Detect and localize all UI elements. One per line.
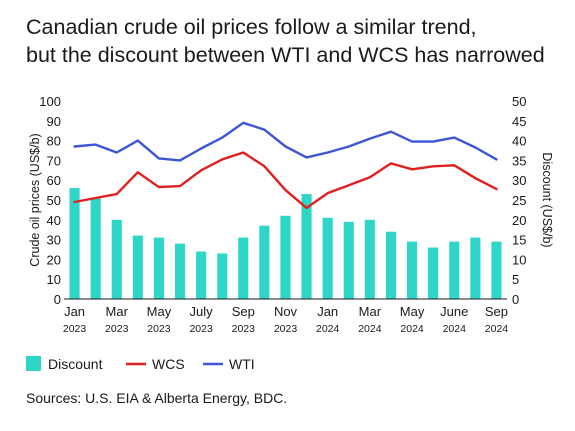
x-tick-label-year: 2023	[232, 323, 256, 335]
y-tick-label-right: 5	[512, 272, 519, 287]
legend-label-discount: Discount	[48, 356, 103, 372]
discount-bar	[343, 221, 354, 299]
x-tick-label-year: 2023	[147, 323, 171, 335]
x-tick-label-year: 2024	[358, 323, 382, 335]
y-tick-label-right: 10	[512, 252, 526, 267]
discount-bar	[259, 225, 270, 299]
y-tick-label-right: 45	[512, 114, 526, 129]
discount-bar	[280, 215, 291, 299]
x-tick-label-month: Mar	[106, 304, 129, 319]
y-tick-label-left: 80	[47, 134, 61, 149]
discount-bar	[69, 188, 80, 299]
discount-bar	[238, 237, 249, 299]
y-tick-label-right: 30	[512, 173, 526, 188]
y-tick-label-left: 0	[54, 292, 61, 307]
x-tick-label-year: 2024	[316, 323, 340, 335]
x-tick-label-month: May	[400, 304, 425, 319]
discount-bar	[196, 251, 207, 299]
wti-line	[73, 121, 498, 162]
y-tick-label-right: 40	[512, 134, 526, 149]
x-tick-label-month: Sep	[232, 304, 255, 319]
y-tick-label-left: 30	[47, 233, 61, 248]
x-tick-label-year: 2024	[400, 323, 424, 335]
x-tick-label-month: Jan	[317, 304, 338, 319]
x-tick-label-month: Jan	[64, 304, 85, 319]
y-tick-label-right: 25	[512, 193, 526, 208]
y-tick-label-left: 90	[47, 114, 61, 129]
source-note: Sources: U.S. EIA & Alberta Energy, BDC.	[26, 390, 288, 406]
y-axis-title-right: Discount (US$/b)	[540, 152, 554, 247]
discount-bar	[322, 217, 333, 299]
x-tick-label-month: Nov	[274, 304, 298, 319]
x-tick-label-month: June	[440, 304, 468, 319]
x-tick-label-year: 2023	[274, 323, 298, 335]
y-tick-label-right: 20	[512, 213, 526, 228]
legend-swatch-discount	[26, 356, 41, 371]
y-tick-label-right: 35	[512, 153, 526, 168]
discount-bar	[301, 194, 312, 299]
y-tick-label-left: 70	[47, 153, 61, 168]
legend-label-wcs: WCS	[152, 356, 185, 372]
wcs-line	[73, 151, 498, 210]
x-tick-label-year: 2023	[189, 323, 213, 335]
y-axis-title-left: Crude oil prices (US$/b)	[28, 133, 42, 266]
discount-bar	[428, 247, 439, 299]
y-tick-label-right: 50	[512, 94, 526, 109]
y-tick-label-left: 40	[47, 213, 61, 228]
x-tick-label-month: May	[147, 304, 172, 319]
x-tick-label-month: Sep	[485, 304, 508, 319]
chart-title: Canadian crude oil prices follow a simil…	[26, 13, 566, 69]
y-tick-label-left: 20	[47, 252, 61, 267]
x-tick-label-year: 2024	[443, 323, 467, 335]
discount-bar	[470, 237, 481, 299]
discount-bar	[217, 253, 228, 299]
legend-label-wti: WTI	[229, 356, 255, 372]
discount-bar	[407, 241, 418, 299]
chart-title-line-2: but the discount between WTI and WCS has…	[26, 43, 545, 67]
discount-bar	[153, 237, 164, 299]
x-tick-label-year: 2024	[485, 323, 509, 335]
chart-title-line-1: Canadian crude oil prices follow a simil…	[26, 15, 477, 39]
x-tick-label-month: Mar	[359, 304, 382, 319]
discount-bar	[449, 241, 460, 299]
discount-bar	[90, 198, 101, 299]
discount-bar	[364, 219, 375, 299]
y-tick-label-left: 50	[47, 193, 61, 208]
y-tick-label-left: 60	[47, 173, 61, 188]
y-tick-label-right: 15	[512, 233, 526, 248]
x-tick-label-year: 2023	[63, 323, 87, 335]
y-tick-label-left: 100	[39, 94, 61, 109]
x-tick-label-year: 2023	[105, 323, 129, 335]
y-tick-label-right: 0	[512, 292, 519, 307]
discount-bar	[491, 241, 502, 299]
discount-bar	[111, 219, 122, 299]
x-tick-label-month: July	[190, 304, 214, 319]
discount-bar	[385, 231, 396, 299]
discount-bar	[175, 243, 186, 299]
y-tick-label-left: 10	[47, 272, 61, 287]
discount-bar	[132, 235, 143, 299]
